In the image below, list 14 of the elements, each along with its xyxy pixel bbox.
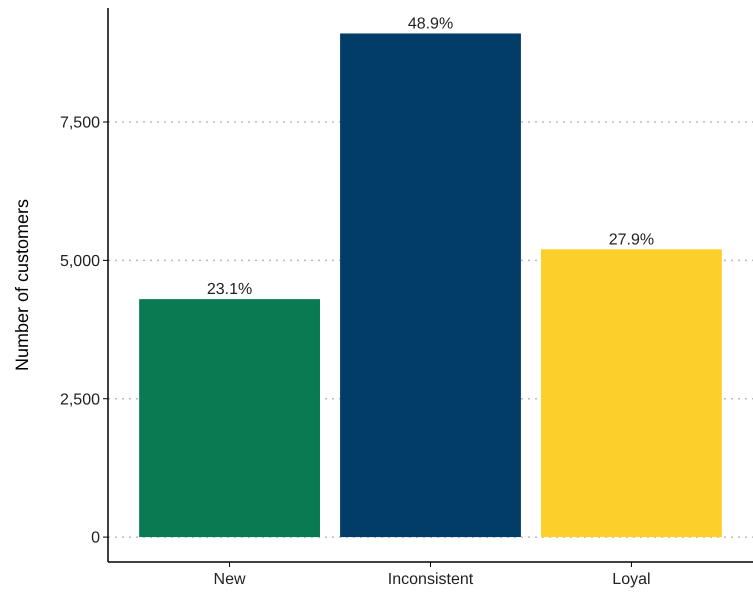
y-tick-label: 2,500 (60, 391, 100, 408)
bar (340, 33, 521, 538)
x-tick-label: New (214, 571, 246, 588)
y-tick-label: 5,000 (60, 252, 100, 270)
y-tick-label: 0 (91, 530, 100, 547)
annotation: 27.9% (608, 231, 654, 248)
annotation: 23.1% (206, 281, 252, 298)
y-tick-label: 7,500 (60, 114, 100, 132)
bar (541, 249, 722, 538)
annotation: 48.9% (408, 15, 454, 32)
y-axis-title: Number of customers (12, 198, 32, 372)
x-tick-label: Loyal (612, 571, 651, 588)
x-tick-label: Inconsistent (388, 571, 474, 588)
bar (139, 299, 320, 538)
